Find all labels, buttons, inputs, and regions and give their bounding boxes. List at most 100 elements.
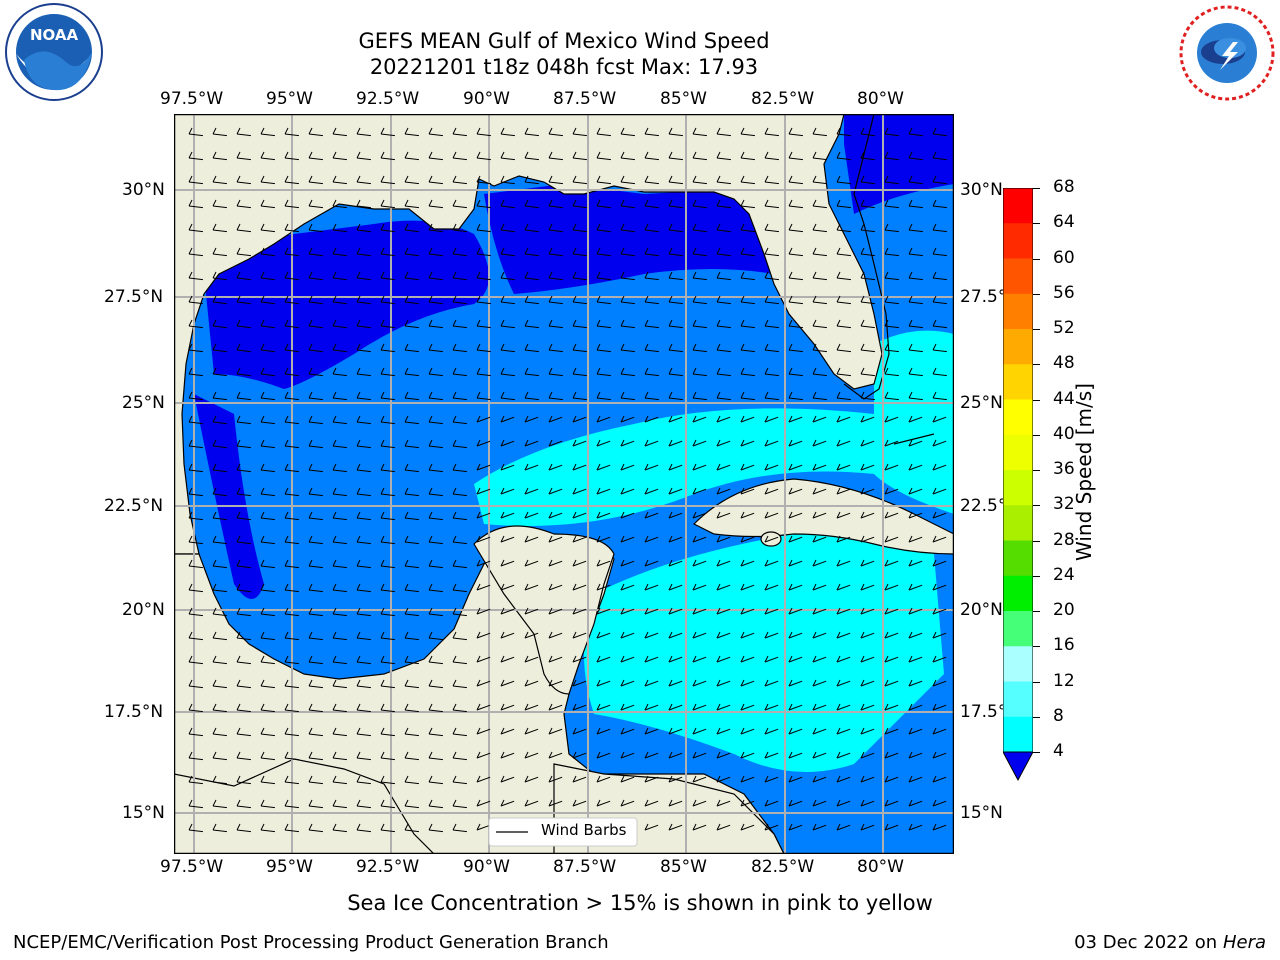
wind-barb	[500, 800, 515, 807]
wind-barb	[260, 805, 275, 809]
wind-barb	[908, 181, 923, 185]
wind-barb	[884, 584, 899, 591]
wind-barb	[524, 488, 539, 495]
wind-barb-flag	[212, 319, 217, 327]
colorbar-tick-mark	[1033, 293, 1040, 295]
wind-barb-flag	[428, 343, 433, 351]
wind-barb	[284, 397, 299, 401]
wind-barb-flag	[524, 415, 529, 423]
wind-barb	[428, 637, 443, 641]
colorbar-tick-mark	[1033, 329, 1040, 330]
wind-barb-flag	[332, 775, 337, 783]
wind-barb-flag	[236, 727, 241, 735]
wind-barb-flag	[332, 487, 337, 495]
wind-barb	[932, 488, 947, 495]
wind-barb	[452, 325, 467, 329]
wind-barb	[836, 464, 851, 471]
wind-barb-flag	[212, 199, 217, 207]
wind-barb-flag	[452, 199, 457, 207]
wind-barb	[860, 656, 875, 663]
wind-barb	[644, 301, 659, 305]
wind-barb	[620, 229, 635, 233]
wind-barb-flag	[524, 751, 529, 759]
wind-barb	[332, 397, 347, 401]
wind-barb	[308, 181, 323, 185]
wind-barb	[620, 800, 635, 807]
wind-barb-flag	[476, 127, 481, 135]
wind-barb-flag	[572, 679, 577, 687]
wind-barb	[188, 253, 203, 257]
wind-barb-flag	[860, 199, 865, 207]
wind-barb	[884, 229, 899, 233]
wind-barb-flag	[884, 151, 889, 159]
wind-barb	[764, 488, 779, 495]
wind-barb	[932, 416, 947, 423]
colorbar-tick-label: 36	[1053, 459, 1075, 479]
wind-barb-flag	[452, 703, 457, 711]
wind-barb	[356, 613, 371, 617]
wind-barb	[212, 229, 227, 233]
wind-barb-flag	[764, 175, 769, 183]
wind-barb-flag	[836, 199, 841, 207]
wind-barb	[212, 685, 227, 689]
wind-barb-flag	[788, 607, 793, 615]
wind-barb	[884, 301, 899, 305]
wind-barb-flag	[812, 535, 817, 543]
wind-barb	[788, 680, 803, 687]
wind-barb	[716, 752, 731, 759]
wind-barb	[596, 632, 611, 639]
wind-barb-flag	[380, 271, 385, 279]
wind-barb-flag	[284, 199, 289, 207]
wind-barb-flag	[380, 655, 385, 663]
wind-barb	[692, 373, 707, 377]
wind-barb	[572, 301, 587, 305]
wind-barb-flag	[788, 463, 793, 471]
wind-barb-flag	[668, 487, 673, 495]
wind-barb	[236, 733, 251, 737]
wind-barb	[860, 560, 875, 567]
wind-barb	[692, 680, 707, 687]
wind-barb	[860, 608, 875, 615]
wind-barb	[692, 440, 707, 447]
wind-barb-flag	[452, 751, 457, 759]
wind-barb	[620, 512, 635, 519]
wind-barb	[260, 181, 275, 185]
wind-barb	[524, 397, 539, 401]
wind-barb	[236, 709, 251, 713]
wind-barb	[860, 776, 875, 783]
wind-barb-flag	[260, 679, 265, 687]
wind-barb-flag	[404, 319, 409, 327]
wind-barb	[692, 397, 707, 401]
wind-barb	[620, 349, 635, 353]
wind-barb	[500, 301, 515, 305]
wind-barb	[380, 781, 395, 785]
wind-barb-flag	[500, 247, 505, 255]
wind-barb-flag	[476, 823, 481, 831]
wind-barb-flag	[356, 247, 361, 255]
wind-barb-flag	[500, 607, 505, 615]
wind-barb	[284, 613, 299, 617]
wind-barb	[932, 512, 947, 519]
wind-barb-flag	[476, 415, 481, 423]
colorbar-tick-label: 56	[1053, 282, 1075, 303]
wind-barb-flag	[236, 151, 241, 159]
wind-barb	[788, 440, 803, 447]
wind-barb	[572, 512, 587, 519]
wind-barb	[452, 733, 467, 737]
wind-barb-flag	[764, 343, 769, 351]
wind-barb-flag	[860, 391, 865, 399]
wind-barb	[380, 349, 395, 353]
wind-barb	[764, 205, 779, 209]
wind-barb-flag	[572, 655, 577, 663]
wind-barb	[332, 805, 347, 809]
wind-barb	[212, 349, 227, 353]
wind-barb-flag	[428, 751, 433, 759]
wind-barb	[908, 416, 923, 423]
wind-barb	[188, 781, 203, 785]
wind-barb-flag	[212, 751, 217, 759]
wind-barb-flag	[260, 727, 265, 735]
wind-barb	[860, 704, 875, 711]
wind-barb-flag	[332, 631, 337, 639]
wind-barb-flag	[908, 775, 913, 783]
wind-barb-flag	[692, 535, 697, 543]
